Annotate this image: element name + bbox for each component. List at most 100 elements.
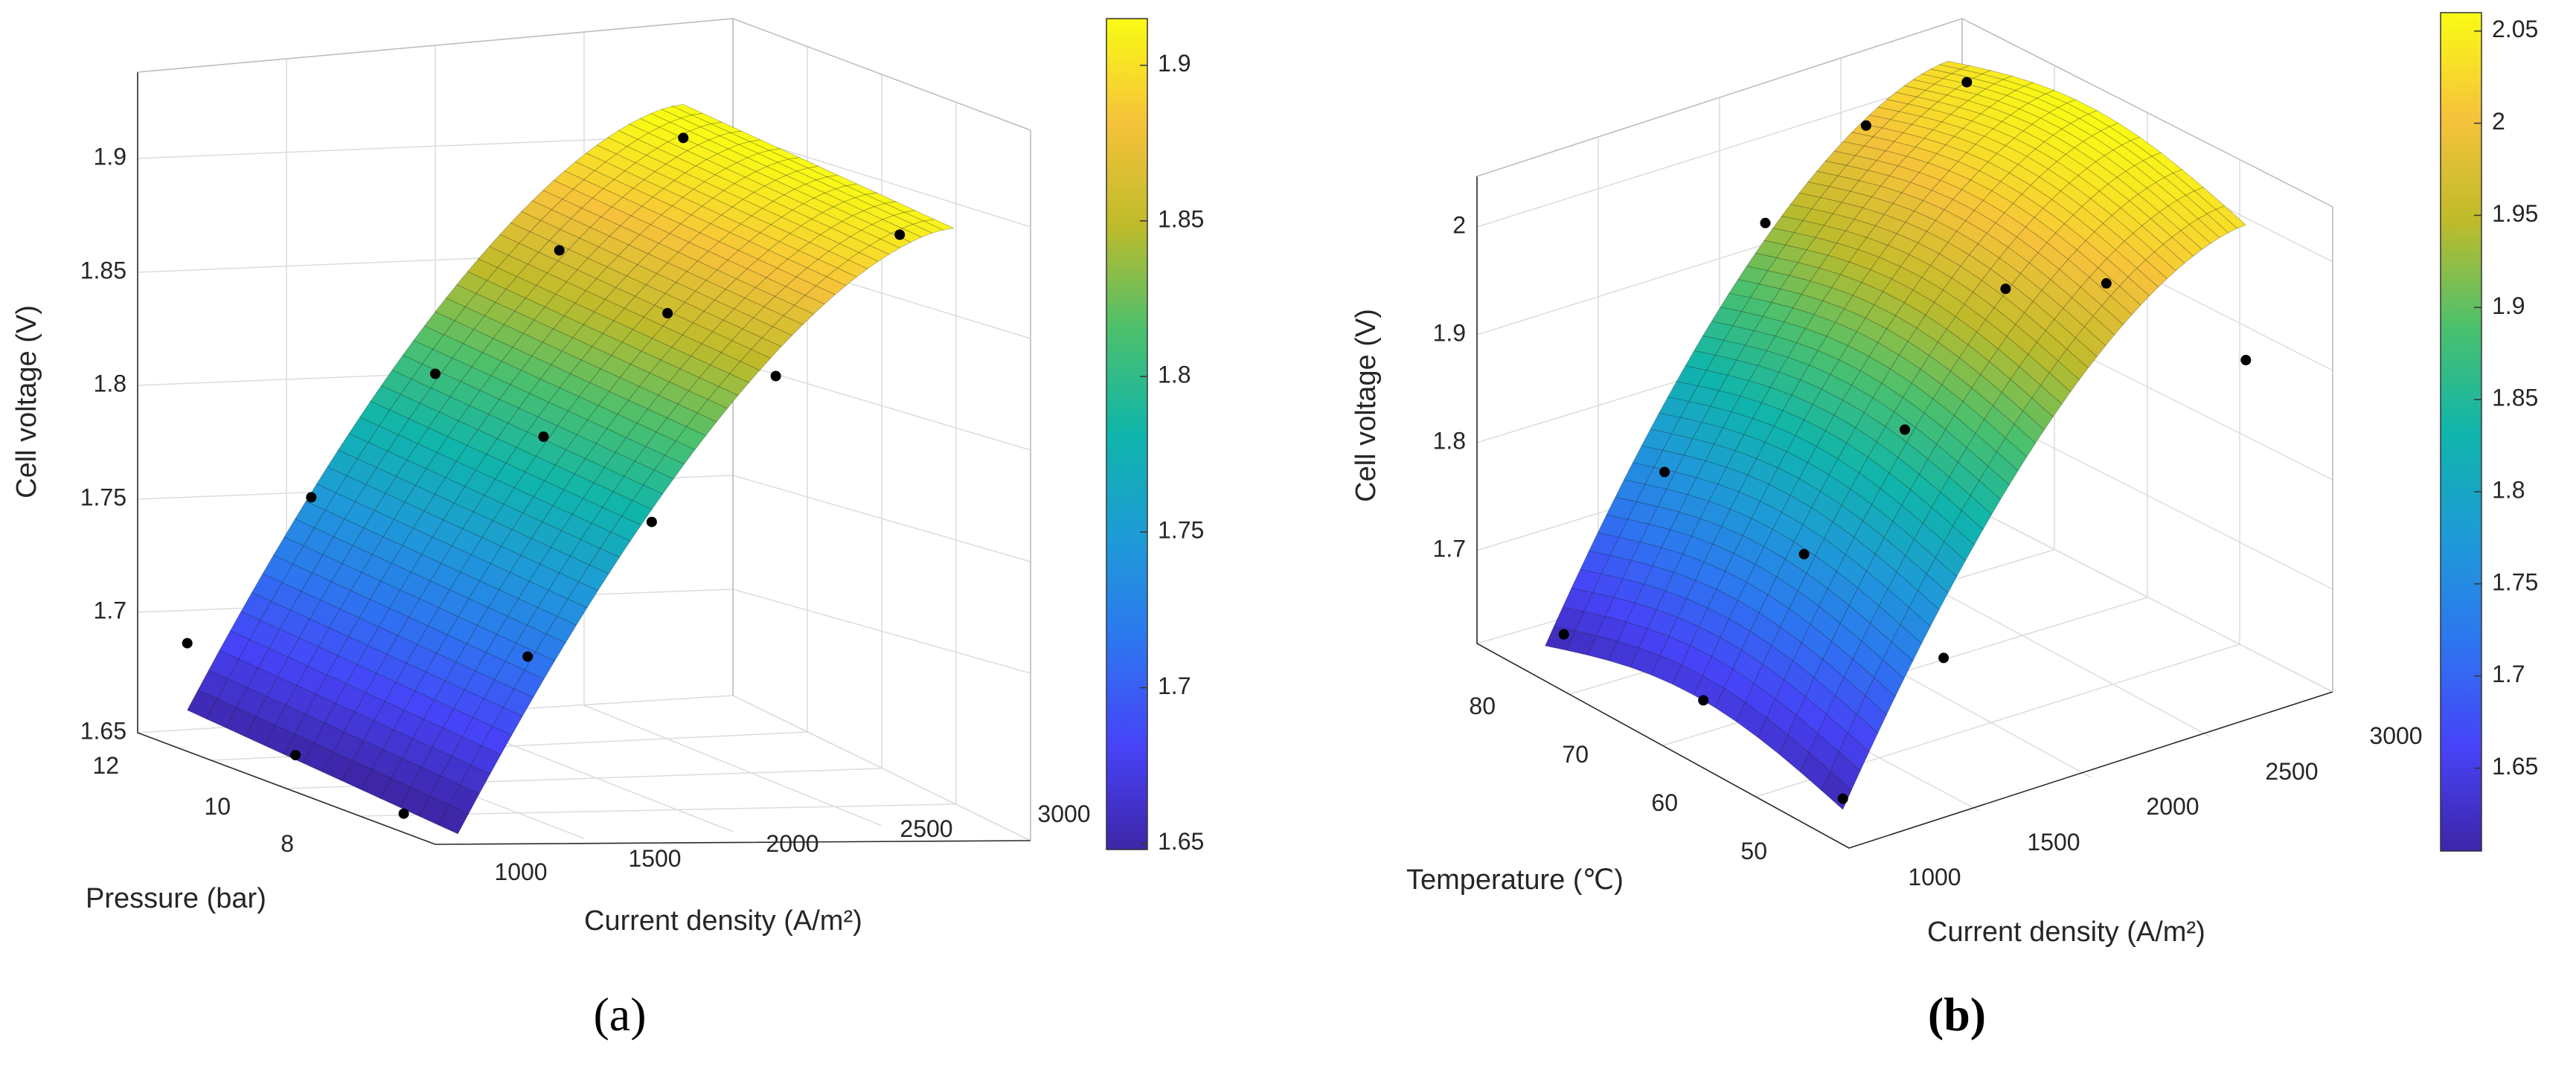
data-point — [1659, 466, 1670, 478]
y-axis-label: Temperature (℃) — [1406, 864, 1624, 896]
y-tick: 60 — [1651, 789, 1678, 816]
colorbar-tick-label: 1.7 — [1158, 672, 1191, 699]
colorbar-tick-label: 1.65 — [2492, 753, 2538, 780]
data-point — [1837, 793, 1848, 804]
surface-patch — [2215, 205, 2247, 229]
chart-a: 1.65 1.7 1.75 1.8 1.85 1.9 Cell voltage … — [11, 17, 1204, 1041]
y-tick: 50 — [1740, 838, 1767, 864]
z-tick: 1.9 — [1433, 319, 1466, 346]
x-axis-ticks: 1000 1500 2000 2500 3000 — [494, 800, 1090, 885]
y-axis-ticks: 12 10 8 — [92, 752, 294, 857]
surface-patch — [2087, 110, 2119, 127]
surface-patch — [2173, 169, 2204, 192]
observed-points — [182, 132, 906, 819]
x-tick: 1000 — [494, 858, 547, 885]
x-tick: 2000 — [766, 830, 818, 857]
x-tick: 3000 — [1037, 800, 1090, 827]
colorbar-tick-label: 1.9 — [1158, 50, 1191, 77]
colorbar-tick-label: 1.95 — [2492, 200, 2538, 227]
colorbar-tick-label: 1.9 — [2492, 292, 2525, 319]
surface-patch — [749, 139, 781, 151]
surface-patch — [884, 201, 917, 213]
data-point — [290, 750, 301, 761]
x-tick: 2500 — [900, 815, 952, 842]
data-point — [1558, 629, 1569, 640]
x-tick: 3000 — [2369, 722, 2422, 749]
data-point — [554, 245, 565, 256]
data-point — [182, 638, 193, 649]
surface-patch — [826, 175, 859, 187]
data-point — [2000, 283, 2011, 295]
y-tick: 10 — [204, 793, 231, 820]
colorbar-tick-label: 1.85 — [2492, 385, 2538, 411]
z-tick: 1.8 — [1433, 427, 1466, 454]
colorbar-tick-label: 1.8 — [2492, 476, 2525, 503]
x-tick: 2500 — [2265, 758, 2318, 785]
y-axis-label: Pressure (bar) — [86, 883, 266, 914]
data-point — [678, 132, 689, 144]
axes-box — [1476, 176, 2333, 849]
data-point — [894, 229, 906, 240]
y-tick: 80 — [1469, 693, 1496, 719]
x-axis-label: Current density (A/m²) — [584, 905, 862, 937]
surface-patch — [768, 148, 801, 160]
surface-patch — [1959, 65, 1992, 74]
data-point — [770, 370, 781, 382]
colorbar-tick-label: 1.65 — [1158, 828, 1204, 855]
z-tick: 1.8 — [94, 370, 126, 397]
surface-patch — [923, 219, 955, 231]
data-point — [1698, 695, 1709, 706]
colorbar-tick-label: 1.75 — [1158, 517, 1204, 544]
data-point — [306, 492, 317, 503]
x-axis-ticks: 1000 1500 2000 2500 3000 — [1908, 722, 2422, 890]
data-point — [538, 431, 549, 442]
data-point — [1760, 217, 1771, 228]
z-tick: 1.9 — [94, 143, 126, 170]
colorbar-tick-label: 1.75 — [2492, 568, 2538, 595]
data-point — [2101, 277, 2112, 289]
colorbar: 1.65 1.7 1.75 1.8 1.85 1.9 1.95 2 2.05 — [2440, 12, 2538, 852]
surface-patch — [903, 210, 936, 222]
caption: (a) — [593, 988, 646, 1041]
response-surface — [1545, 60, 2247, 810]
data-point — [1900, 424, 1910, 435]
z-tick: 1.7 — [94, 597, 126, 623]
colorbar-tick-label: 2.05 — [2492, 16, 2538, 42]
x-tick: 1500 — [628, 845, 681, 872]
surface-patch — [807, 166, 839, 178]
data-point — [1798, 548, 1810, 559]
z-tick: 1.7 — [1433, 535, 1466, 562]
data-point — [1938, 652, 1949, 664]
surface-patch — [2151, 152, 2183, 174]
colorbar-tick-label: 1.8 — [1158, 362, 1191, 388]
caption: (b) — [1928, 988, 1986, 1041]
x-axis-label: Current density (A/m²) — [1927, 916, 2205, 948]
surface-patch — [729, 130, 762, 142]
colorbar-tick-label: 2 — [2492, 108, 2505, 135]
x-tick: 1000 — [1908, 864, 1961, 890]
axes-box — [137, 72, 1031, 845]
y-tick: 12 — [92, 752, 119, 779]
x-tick: 1500 — [2027, 829, 2080, 855]
data-point — [1860, 120, 1871, 131]
data-point — [430, 368, 440, 379]
data-point — [1961, 77, 1973, 88]
data-point — [398, 808, 409, 819]
surface-patch — [845, 183, 878, 195]
colorbar-tick-label: 1.7 — [2492, 661, 2525, 687]
z-axis-label: Cell voltage (V) — [11, 305, 42, 498]
x-tick: 2000 — [2146, 793, 2199, 820]
colorbar: 1.65 1.7 1.75 1.8 1.85 1.9 — [1106, 18, 1204, 855]
data-point — [662, 308, 673, 318]
response-surface — [187, 103, 955, 835]
z-axis-ticks: 1.7 1.8 1.9 2 — [1433, 211, 1466, 562]
observed-points — [1558, 77, 2252, 804]
z-tick: 1.65 — [80, 717, 126, 744]
chart-b: 1.7 1.8 1.9 2 Cell voltage (V) 80 70 60 … — [1351, 12, 2538, 1041]
data-point — [646, 516, 657, 527]
data-point — [2240, 355, 2252, 365]
surface-patch — [865, 192, 897, 204]
colorbar-tick-label: 1.85 — [1158, 205, 1204, 232]
z-axis-ticks: 1.65 1.7 1.75 1.8 1.85 1.9 — [80, 143, 126, 744]
